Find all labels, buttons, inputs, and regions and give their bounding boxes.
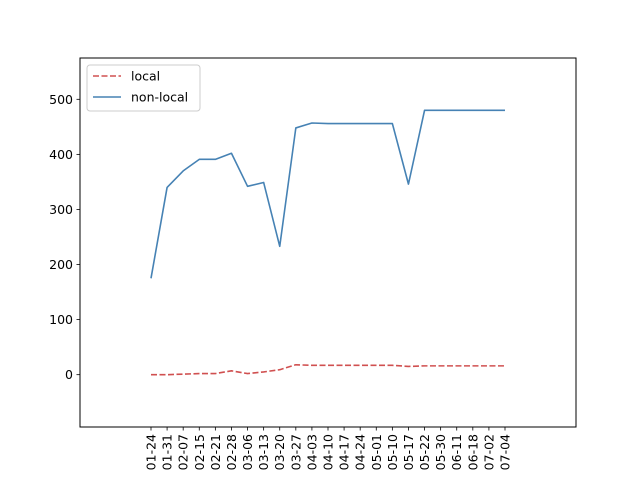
x-tick-label: 01-24 <box>144 434 159 470</box>
y-tick-label: 100 <box>49 312 73 327</box>
plot-frame <box>79 57 577 428</box>
y-tick-label: 200 <box>49 257 73 272</box>
y-axis: 0 100 200 300 400 500 <box>49 92 80 382</box>
x-tick-label: 06-11 <box>449 434 464 470</box>
x-tick-label: 07-04 <box>498 434 513 470</box>
x-tick-label: 04-10 <box>321 434 336 470</box>
series-layer <box>150 109 505 376</box>
x-tick-label: 03-13 <box>256 434 271 470</box>
y-tick-label: 0 <box>65 367 73 382</box>
x-tick-label: 05-10 <box>385 434 400 470</box>
x-tick-label: 07-02 <box>481 434 496 470</box>
x-tick-label: 05-01 <box>369 434 384 470</box>
x-tick-label: 03-27 <box>288 434 303 470</box>
x-tick-label: 05-30 <box>433 434 448 470</box>
legend-label-non-local: non-local <box>131 90 188 105</box>
x-tick-label: 06-18 <box>465 434 480 470</box>
y-tick-label: 500 <box>49 92 73 107</box>
legend: local non-local <box>86 64 201 112</box>
x-tick-label: 03-20 <box>272 434 287 470</box>
legend-label-local: local <box>131 69 160 84</box>
x-tick-label: 03-06 <box>240 434 255 470</box>
x-tick-label: 04-03 <box>304 434 319 470</box>
x-tick-label: 02-07 <box>176 434 191 470</box>
x-axis: 01-24 01-31 02-07 02-15 02-21 02-28 03-06 03-13… <box>144 427 513 470</box>
series-line-non-local <box>150 109 505 279</box>
x-tick-label: 04-24 <box>353 434 368 470</box>
x-tick-label: 04-17 <box>337 434 352 470</box>
y-tick-label: 300 <box>49 202 73 217</box>
series-line-local <box>151 363 505 376</box>
x-tick-label: 02-15 <box>192 434 207 470</box>
x-tick-label: 02-21 <box>208 434 223 470</box>
x-tick-label: 01-31 <box>160 434 175 470</box>
x-tick-label: 05-22 <box>417 434 432 470</box>
x-tick-label: 05-17 <box>401 434 416 470</box>
y-tick-label: 400 <box>49 147 73 162</box>
x-tick-label: 02-28 <box>224 434 239 470</box>
